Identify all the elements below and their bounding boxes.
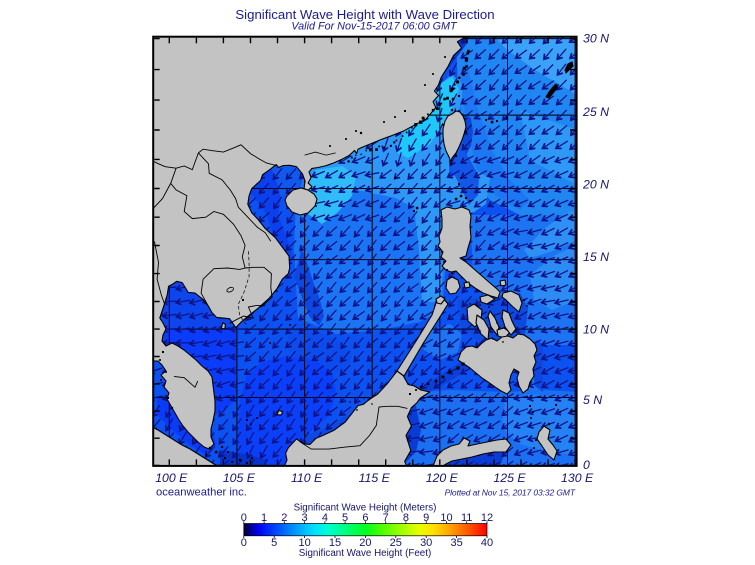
svg-text:10: 10: [440, 512, 452, 524]
svg-text:120 E: 120 E: [426, 471, 459, 485]
svg-text:5 N: 5 N: [583, 393, 602, 407]
svg-text:12: 12: [481, 512, 493, 524]
svg-text:30 N: 30 N: [583, 32, 609, 46]
svg-text:9: 9: [423, 512, 429, 524]
svg-text:6: 6: [362, 512, 368, 524]
svg-text:130 E: 130 E: [561, 471, 594, 485]
svg-text:40: 40: [481, 537, 493, 549]
svg-text:0: 0: [241, 537, 247, 549]
svg-text:105 E: 105 E: [223, 471, 256, 485]
svg-text:25: 25: [390, 537, 402, 549]
svg-text:15: 15: [329, 537, 341, 549]
svg-text:8: 8: [403, 512, 409, 524]
svg-text:5: 5: [271, 537, 277, 549]
svg-text:110 E: 110 E: [291, 471, 323, 485]
svg-text:3: 3: [302, 512, 308, 524]
svg-text:10: 10: [298, 537, 310, 549]
svg-text:Plotted at Nov 15, 2017 03:32: Plotted at Nov 15, 2017 03:32 GMT: [445, 488, 576, 498]
svg-text:1: 1: [261, 512, 267, 524]
svg-text:Significant Wave Height (Feet): Significant Wave Height (Feet): [299, 548, 432, 559]
svg-text:0: 0: [583, 458, 590, 472]
svg-text:20 N: 20 N: [582, 178, 609, 192]
svg-text:100 E: 100 E: [155, 471, 188, 485]
svg-text:35: 35: [450, 537, 462, 549]
svg-text:oceanweather inc.: oceanweather inc.: [156, 487, 247, 499]
svg-text:Significant Wave Height with W: Significant Wave Height with Wave Direct…: [235, 7, 494, 22]
svg-text:4: 4: [322, 512, 328, 524]
svg-text:25 N: 25 N: [582, 105, 609, 119]
svg-text:115 E: 115 E: [359, 471, 391, 485]
svg-text:7: 7: [383, 512, 389, 524]
svg-text:0: 0: [241, 512, 247, 524]
svg-text:11: 11: [461, 512, 472, 524]
svg-text:15 N: 15 N: [583, 250, 609, 264]
svg-text:125 E: 125 E: [493, 471, 526, 485]
svg-text:Significant Wave Height (Meter: Significant Wave Height (Meters): [294, 503, 437, 514]
svg-text:20: 20: [359, 537, 371, 549]
svg-text:10 N: 10 N: [583, 323, 609, 337]
svg-text:30: 30: [420, 537, 432, 549]
svg-text:Valid For Nov-15-2017 06:00 GM: Valid For Nov-15-2017 06:00 GMT: [291, 21, 458, 33]
svg-text:5: 5: [342, 512, 348, 524]
svg-text:2: 2: [281, 512, 287, 524]
